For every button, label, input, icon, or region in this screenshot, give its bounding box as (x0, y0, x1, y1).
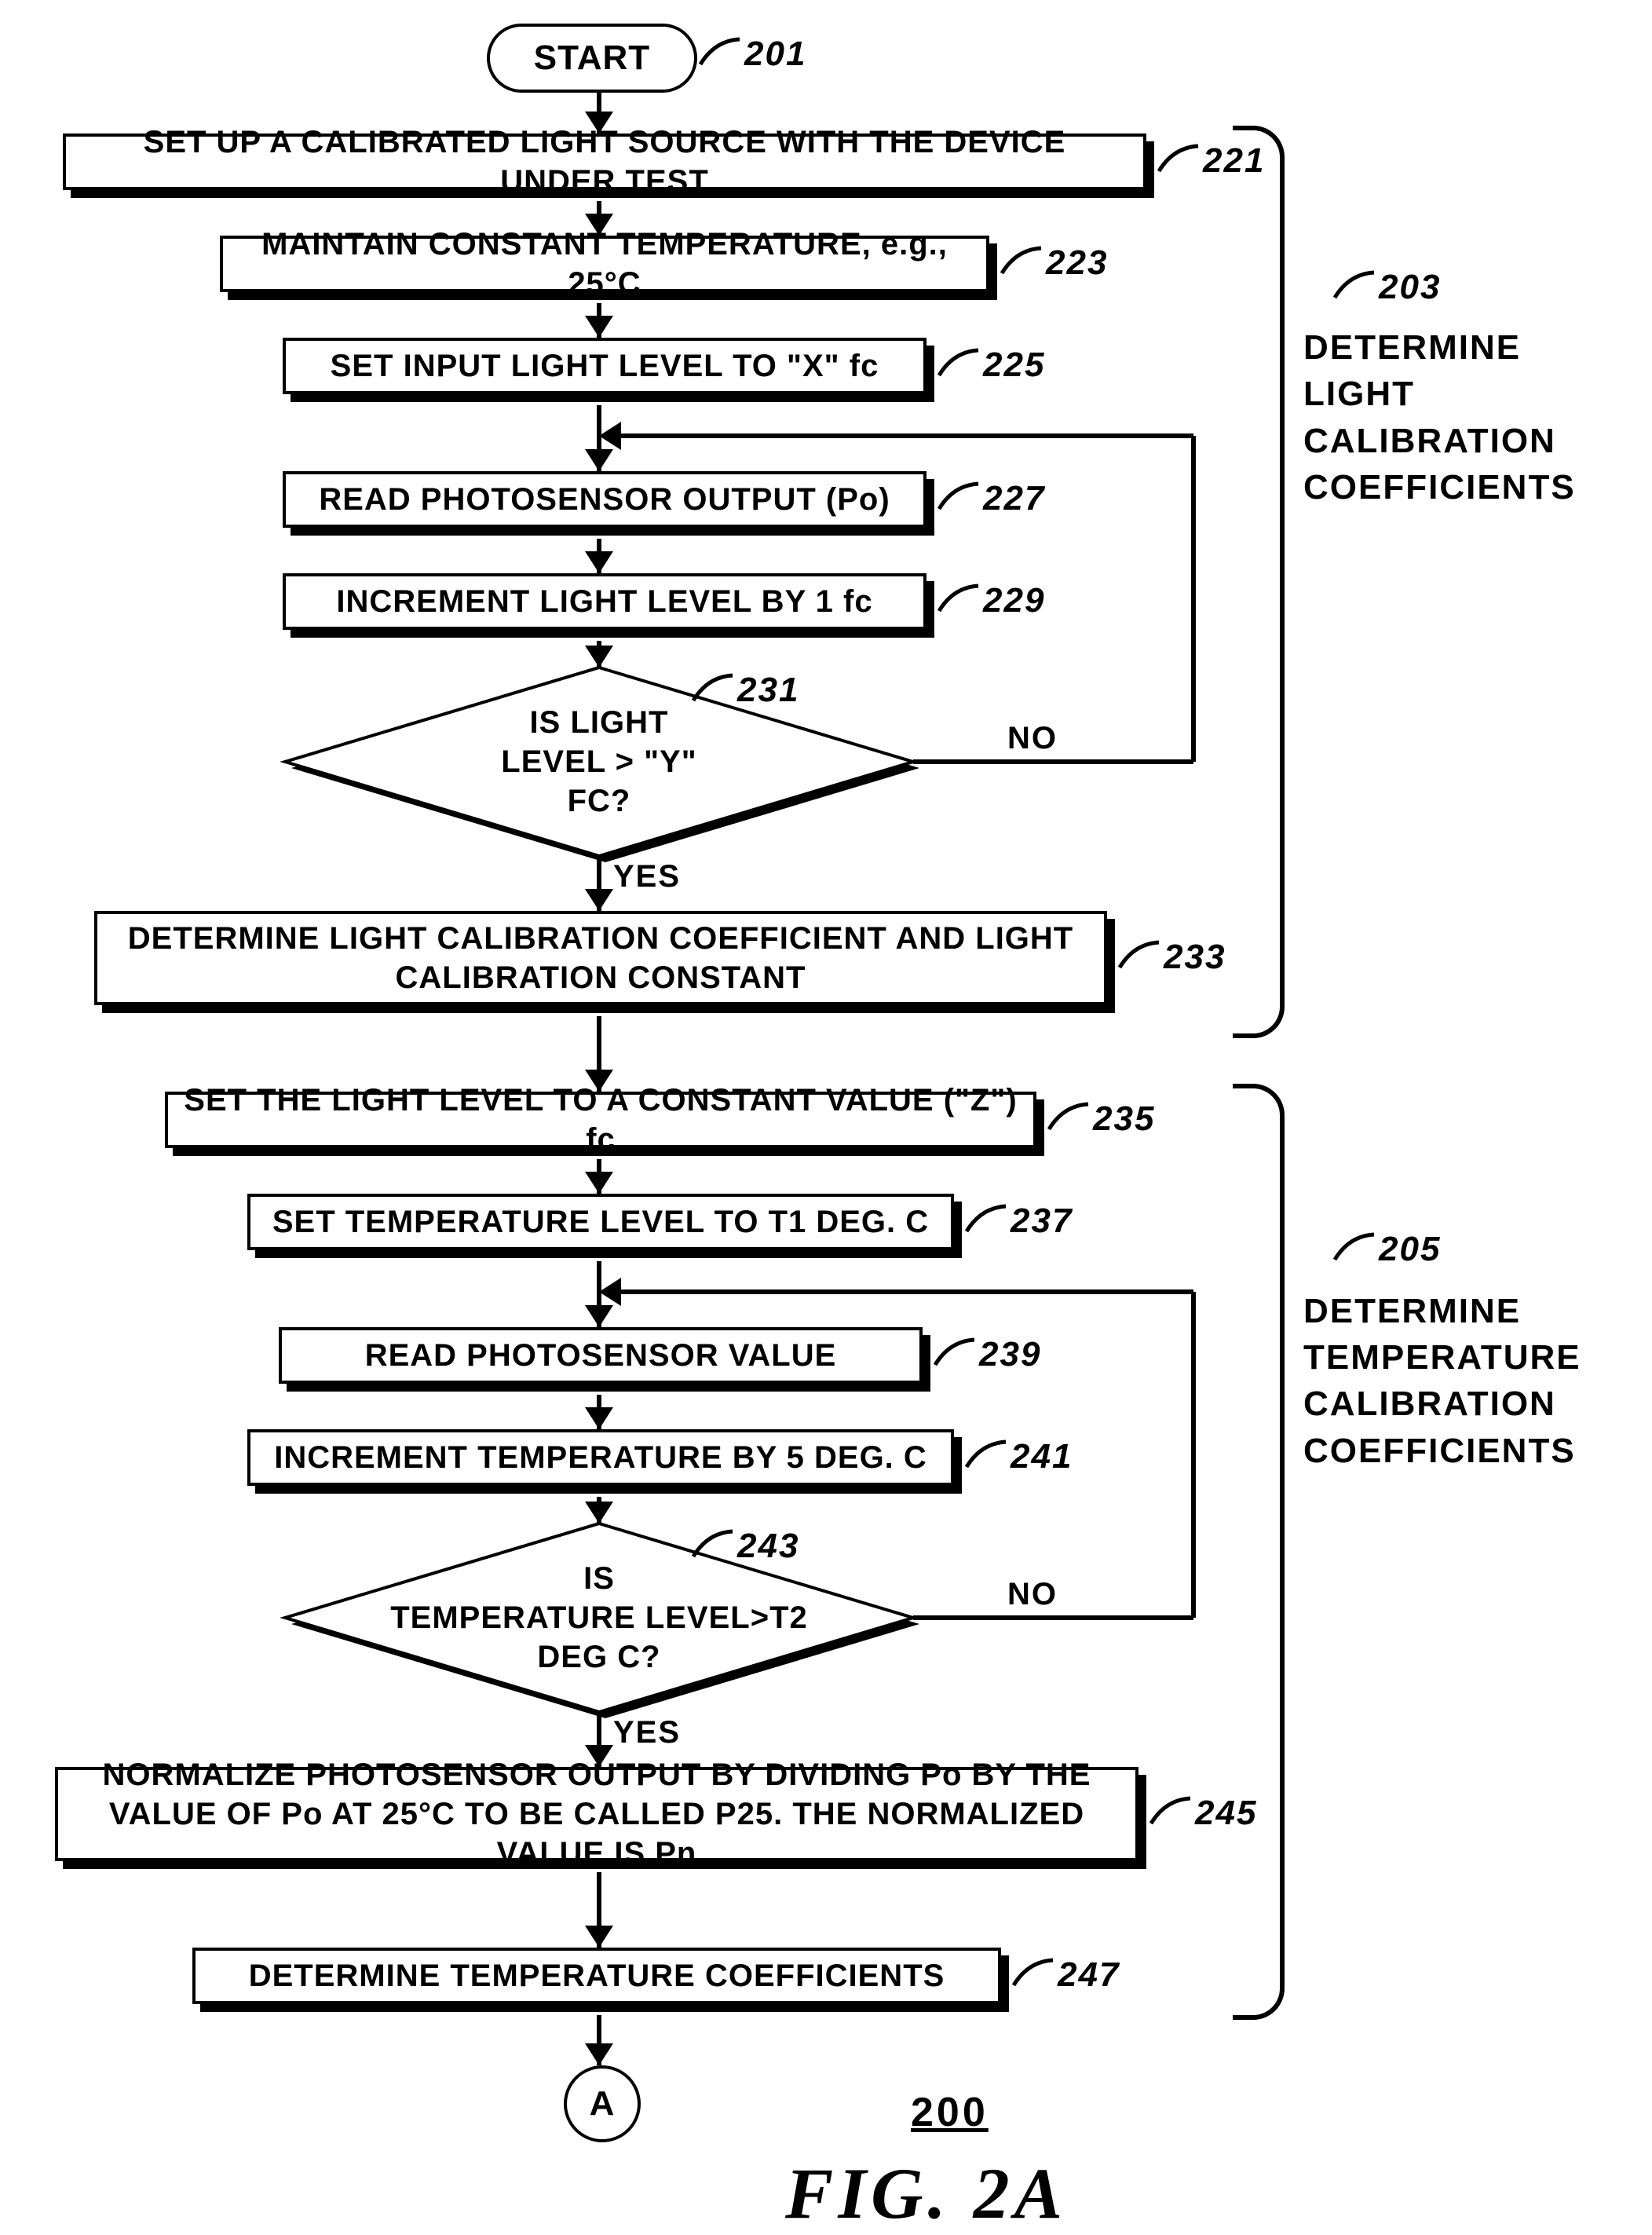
abs-ah-down (585, 2043, 613, 2065)
process-237: SET TEMPERATURE LEVEL TO T1 DEG. C (247, 1194, 954, 1250)
process-227: READ PHOTOSENSOR OUTPUT (Po) (283, 471, 927, 528)
abs (939, 484, 986, 519)
abs (939, 586, 986, 621)
abs-hline (615, 433, 1193, 438)
abs: IS LIGHTLEVEL > "Y"FC? (285, 668, 913, 856)
abs-lbl: 223 (1046, 243, 1108, 283)
process-241: INCREMENT TEMPERATURE BY 5 DEG. C (247, 1429, 954, 1486)
abs-ah-down (585, 889, 613, 911)
abs-lbl: 239 (979, 1335, 1041, 1374)
abs-lbl: 233 (1164, 938, 1226, 977)
off-page-connector-a: A (564, 2065, 641, 2142)
bracket-203 (1233, 126, 1285, 1038)
abs (1335, 1235, 1382, 1270)
abs-lbl: 235 (1093, 1099, 1155, 1139)
abs (693, 1531, 740, 1567)
process-225: SET INPUT LIGHT LEVEL TO "X" fc (283, 338, 927, 394)
abs-ah-left (599, 1278, 621, 1306)
process-223: MAINTAIN CONSTANT TEMPERATURE, e.g., 25°… (220, 236, 989, 292)
abs-ah-down (585, 1172, 613, 1194)
abs (1151, 1798, 1198, 1834)
abs-lbl: 205 (1379, 1230, 1441, 1269)
abs-lbl: 229 (983, 581, 1045, 620)
process-233: DETERMINE LIGHT CALIBRATION COEFFICIENT … (94, 911, 1107, 1005)
abs-lbl: 243 (737, 1527, 799, 1566)
abs-lbl: 247 (1058, 1955, 1120, 1995)
abs-lbl: 237 (1011, 1202, 1073, 1241)
abs-lbl: 201 (744, 35, 806, 74)
process-235: SET THE LIGHT LEVEL TO A CONSTANT VALUE … (165, 1092, 1036, 1148)
abs-lbl: 203 (1379, 268, 1441, 307)
abs (700, 39, 747, 75)
abs-lbl: 241 (1011, 1437, 1073, 1476)
abs-ah-down (585, 646, 613, 668)
abs (1335, 273, 1382, 308)
abs (1002, 248, 1049, 283)
abs (935, 1340, 982, 1375)
start-terminator: START (487, 24, 697, 93)
abs (1120, 942, 1167, 978)
abs-ah-left (599, 422, 621, 450)
process-229: INCREMENT LIGHT LEVEL BY 1 fc (283, 573, 927, 630)
process-221: SET UP A CALIBRATED LIGHT SOURCE WITH TH… (63, 134, 1146, 190)
abs (1049, 1104, 1096, 1139)
abs-ah-down (585, 1745, 613, 1767)
figure-title: FIG. 2A (785, 2152, 1067, 2235)
abs-lbl: 225 (983, 346, 1045, 385)
abs: ISTEMPERATURE LEVEL>T2DEG C? (285, 1524, 913, 1712)
abs-ah-down (585, 1070, 613, 1092)
abs-ah-down (585, 1502, 613, 1524)
process-239: READ PHOTOSENSOR VALUE (279, 1327, 923, 1384)
abs-nolbl: YES (613, 1715, 681, 1750)
abs (967, 1206, 1014, 1242)
abs-ah-down (585, 1305, 613, 1327)
abs-ah-down (585, 551, 613, 573)
abs-ah-down (585, 1926, 613, 1948)
process-245: NORMALIZE PHOTOSENSOR OUTPUT BY DIVIDING… (55, 1767, 1138, 1861)
abs (939, 350, 986, 386)
page-number: 200 (911, 2089, 989, 2136)
abs-nolbl: YES (613, 859, 681, 894)
abs-lbl: 231 (737, 671, 799, 710)
process-247: DETERMINE TEMPERATURE COEFFICIENTS (192, 1948, 1001, 2004)
abs-vline (1191, 1292, 1196, 1618)
section-label-203: DETERMINELIGHTCALIBRATIONCOEFFICIENTS (1303, 324, 1576, 511)
abs-ah-down (585, 316, 613, 338)
bracket-205 (1233, 1084, 1285, 2020)
abs (1159, 146, 1206, 181)
abs-ah-down (585, 1407, 613, 1429)
abs-lbl: 227 (983, 479, 1045, 518)
abs (693, 675, 740, 711)
abs-vline (1191, 436, 1196, 762)
section-label-205: DETERMINETEMPERATURECALIBRATIONCOEFFICIE… (1303, 1288, 1581, 1475)
abs (967, 1442, 1014, 1477)
abs-ah-down (585, 449, 613, 471)
abs-nolbl: NO (1007, 721, 1058, 756)
abs-ah-down (585, 214, 613, 236)
abs-hline (913, 1615, 1193, 1620)
abs-hline (913, 759, 1193, 764)
abs (1014, 1960, 1061, 1995)
abs-nolbl: NO (1007, 1577, 1058, 1612)
abs-hline (615, 1289, 1193, 1294)
